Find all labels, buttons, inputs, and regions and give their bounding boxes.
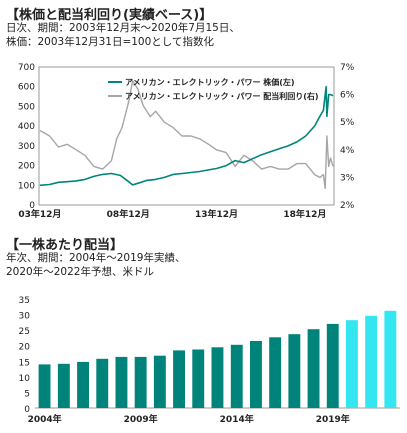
left-y-tick-label: 200 [18,162,35,172]
bar-y-tick-label: 20 [19,343,31,353]
bar-x-tick-label: 2004年 [28,413,62,425]
legend-price-label: アメリカン・エレクトリック・パワー 株価(左) [125,77,295,87]
left-y-tick-label: 600 [18,83,35,93]
x-tick-label: 13年12月 [195,208,238,220]
line-chart-plot-frame [38,66,335,206]
left-y-tick-label: 100 [18,181,35,191]
dividend-bar-2008 [115,356,128,408]
dividend-bar-2022 [384,310,397,408]
dividend-bar-2012 [192,349,205,408]
right-y-tick-label: 4% [340,146,355,156]
line-chart-subtitle-1: 日次、期間：2003年12月末～2020年7月15日、 [6,22,240,34]
stock-price-series-line [39,85,334,187]
line-chart-subtitle-2: 株価：2003年12月31日=100として指数化 [6,36,214,48]
dividend-bar-2019 [326,323,339,408]
bar-chart-subtitle-2: 2020年～2022年予想、米ドル [6,266,154,278]
bar-x-tick-label: 2009年 [124,413,158,425]
bar-y-tick-label: 35 [19,296,30,306]
dividend-bar-2014 [230,344,243,408]
dividend-bar-2016 [269,337,282,408]
dividend-bar-2021 [365,315,378,408]
dividend-bar-2004 [38,364,51,408]
line-chart-title: 【株価と配当利回り(実績ベース)】 [6,8,213,23]
dividend-bar-2009 [134,356,147,408]
dividend-bar-2006 [77,361,89,408]
left-y-tick-label: 700 [18,63,35,73]
bar-y-tick-label: 25 [19,327,30,337]
bar-x-tick-label: 2014年 [220,413,254,425]
right-y-tick-label: 6% [340,91,355,101]
dividend-yield-series-line [39,80,334,190]
right-y-tick-label: 5% [340,118,355,128]
x-tick-label: 08年12月 [107,208,150,220]
dividend-bar-2005 [57,363,70,408]
bar-y-tick-label: 10 [19,374,31,384]
bar-y-tick-label: 0 [24,405,30,415]
right-y-tick-label: 3% [340,173,355,183]
bar-chart-title: 【一株あたり配当】 [6,238,124,253]
x-tick-label: 03年12月 [18,208,61,220]
left-y-tick-label: 400 [18,122,35,132]
bar-y-tick-label: 15 [19,358,30,368]
bar-chart-subtitle-1: 年次、期間：2004年～2019年実績、 [6,252,186,264]
bar-y-tick-label: 5 [24,389,30,399]
dividend-bar-2017 [288,334,301,408]
left-y-tick-label: 0 [29,201,35,211]
dividend-bar-2018 [307,329,320,408]
bar-y-tick-label: 30 [19,312,31,322]
right-y-tick-label: 2% [340,201,355,211]
dividend-bar-2015 [250,341,262,408]
dividend-bar-2007 [96,358,109,408]
right-y-tick-label: 7% [340,63,355,73]
dividend-bar-2010 [153,355,166,408]
legend-yield-label: アメリカン・エレクトリック・パワー 配当利回り(右) [125,91,319,101]
bar-x-tick-label: 2019年 [316,413,350,425]
dividend-bar-2011 [173,350,185,408]
dividend-bar-2020 [346,320,358,408]
left-y-tick-label: 300 [18,142,35,152]
left-y-tick-label: 500 [18,102,35,112]
dividend-bar-2013 [211,347,224,408]
x-tick-label: 18年12月 [283,208,326,220]
